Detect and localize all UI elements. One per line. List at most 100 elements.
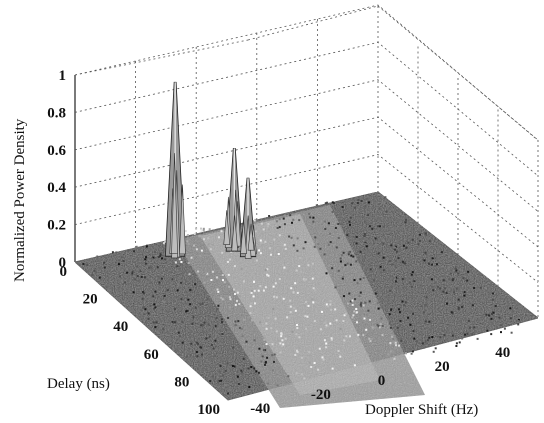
surface-speckle bbox=[223, 379, 226, 382]
surface-speckle bbox=[174, 261, 177, 264]
surface-speckle bbox=[189, 303, 192, 306]
surface-speckle bbox=[494, 305, 497, 307]
surface-speckle bbox=[419, 286, 422, 289]
surface-speckle bbox=[362, 334, 365, 337]
surface-speckle bbox=[221, 251, 224, 254]
surface-speckle bbox=[278, 242, 281, 245]
surface-speckle bbox=[125, 303, 128, 306]
surface-speckle bbox=[308, 361, 311, 364]
y-tick-label: 60 bbox=[144, 347, 159, 363]
surface-speckle bbox=[407, 241, 410, 244]
surface-speckle bbox=[377, 325, 380, 328]
surface-speckle bbox=[325, 303, 328, 306]
surface-speckle bbox=[418, 225, 420, 228]
surface-speckle bbox=[295, 333, 298, 336]
surface-speckle bbox=[461, 322, 464, 325]
surface-speckle bbox=[313, 362, 316, 364]
x-tick-label: 0 bbox=[378, 373, 386, 389]
surface-speckle bbox=[457, 272, 460, 275]
x-axis-title: Doppler Shift (Hz) bbox=[365, 402, 478, 418]
surface-speckle bbox=[278, 234, 281, 237]
surface-speckle bbox=[417, 243, 420, 246]
surface-speckle bbox=[382, 240, 385, 242]
surface-speckle bbox=[400, 231, 403, 234]
surface-speckle bbox=[154, 326, 157, 329]
surface-speckle bbox=[403, 304, 406, 307]
surface-speckle bbox=[330, 337, 333, 340]
surface-speckle bbox=[247, 367, 250, 370]
surface-speckle bbox=[255, 259, 258, 262]
surface-speckle bbox=[263, 349, 265, 352]
surface-speckle bbox=[312, 301, 315, 304]
surface-speckle bbox=[351, 316, 354, 319]
surface-speckle bbox=[498, 316, 501, 319]
surface-speckle bbox=[262, 325, 265, 328]
surface-speckle bbox=[124, 292, 127, 295]
surface-speckle bbox=[432, 350, 435, 353]
surface-speckle bbox=[277, 253, 280, 255]
x-tick-label: 40 bbox=[495, 345, 510, 361]
surface-speckle bbox=[297, 358, 300, 361]
surface-speckle bbox=[141, 297, 144, 300]
surface-speckle bbox=[314, 289, 317, 292]
surface-speckle bbox=[180, 281, 182, 284]
surface-speckle bbox=[145, 256, 147, 259]
surface-speckle bbox=[396, 326, 399, 329]
surface-speckle bbox=[351, 299, 354, 302]
surface-speckle bbox=[369, 318, 372, 321]
z-gridline bbox=[74, 41, 539, 177]
surface-speckle bbox=[444, 287, 447, 290]
surface-speckle bbox=[253, 339, 256, 342]
surface-speckle bbox=[289, 311, 292, 314]
surface-speckle bbox=[337, 269, 340, 272]
surface-speckle bbox=[379, 323, 382, 326]
surface-speckle bbox=[292, 218, 295, 221]
surface-speckle bbox=[157, 256, 160, 259]
surface-speckle bbox=[349, 335, 351, 338]
surface-speckle bbox=[289, 299, 292, 302]
surface-speckle bbox=[338, 315, 341, 318]
surface-speckle bbox=[199, 235, 201, 238]
surface-speckle bbox=[241, 371, 243, 374]
surface-speckle bbox=[310, 366, 313, 368]
surface-speckle bbox=[233, 288, 235, 291]
surface-speckle bbox=[240, 267, 243, 270]
surface-speckle bbox=[136, 275, 139, 278]
x-tick-label: -40 bbox=[250, 401, 270, 417]
surface-speckle bbox=[492, 292, 494, 295]
surface-speckle bbox=[217, 381, 219, 384]
surface-speckle bbox=[214, 339, 217, 342]
surface-speckle bbox=[379, 225, 381, 228]
surface-speckle bbox=[283, 244, 286, 247]
surface-speckle bbox=[355, 311, 358, 314]
surface-speckle bbox=[357, 198, 360, 201]
surface-speckle bbox=[438, 255, 441, 257]
surface-speckle bbox=[253, 367, 256, 370]
surface-speckle bbox=[313, 245, 316, 248]
surface-speckle bbox=[153, 251, 156, 253]
surface-speckle bbox=[318, 347, 321, 350]
surface-speckle bbox=[221, 298, 224, 301]
surface-speckle bbox=[207, 323, 210, 326]
surface-speckle bbox=[360, 305, 363, 308]
surface-speckle bbox=[122, 260, 125, 262]
surface-speckle bbox=[123, 286, 126, 288]
surface-speckle bbox=[378, 208, 381, 210]
surface-speckle bbox=[280, 333, 283, 336]
surface-speckle bbox=[380, 225, 383, 228]
surface-speckle bbox=[173, 308, 176, 311]
surface-speckle bbox=[324, 321, 327, 324]
surface-speckle bbox=[176, 289, 179, 292]
surface-speckle bbox=[377, 252, 380, 255]
surface-speckle bbox=[517, 323, 520, 326]
surface-speckle bbox=[334, 227, 337, 229]
surface-speckle bbox=[486, 329, 489, 332]
surface-speckle bbox=[157, 331, 160, 334]
surface-speckle bbox=[326, 201, 329, 204]
surface-speckle bbox=[178, 258, 181, 261]
surface-speckle bbox=[186, 240, 189, 243]
surface-speckle bbox=[365, 197, 368, 200]
surface-speckle bbox=[265, 322, 268, 325]
surface-speckle bbox=[229, 306, 231, 309]
